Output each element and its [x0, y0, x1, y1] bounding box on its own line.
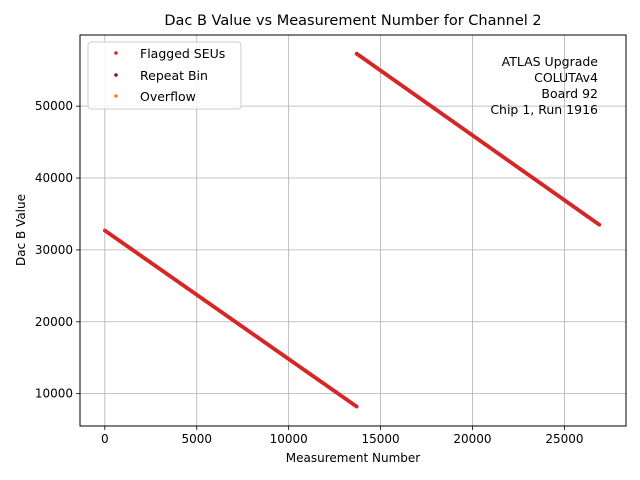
y-tick-label: 30000 — [35, 243, 73, 257]
x-tick-label: 20000 — [453, 432, 491, 446]
legend-label: Overflow — [140, 89, 196, 104]
y-tick-label: 20000 — [35, 315, 73, 329]
legend-marker — [114, 51, 118, 55]
annotation-line: ATLAS Upgrade — [502, 54, 599, 69]
legend-label: Repeat Bin — [140, 68, 208, 83]
legend-frame — [87, 41, 242, 110]
data-point — [597, 222, 602, 227]
legend-marker — [114, 94, 118, 98]
annotation-line: Chip 1, Run 1916 — [490, 102, 598, 117]
y-axis-label: Dac B Value — [14, 194, 28, 266]
y-tick-label: 40000 — [35, 171, 73, 185]
x-tick-label: 0 — [101, 432, 109, 446]
annotation-box: ATLAS Upgrade COLUTAv4 Board 92 Chip 1, … — [490, 54, 598, 117]
annotation-line: Board 92 — [541, 86, 598, 101]
x-tick-label: 10000 — [270, 432, 308, 446]
y-tick-label: 10000 — [35, 387, 73, 401]
x-tick-label: 25000 — [545, 432, 583, 446]
legend-label: Flagged SEUs — [140, 46, 225, 61]
x-tick-label: 5000 — [181, 432, 212, 446]
legend-marker — [114, 73, 118, 77]
data-marks — [102, 51, 602, 409]
x-tick-label: 15000 — [361, 432, 399, 446]
y-tick-label: 50000 — [35, 99, 73, 113]
data-point — [354, 404, 359, 409]
plot-frame — [79, 34, 627, 427]
legend: Flagged SEUs Repeat Bin Overflow — [87, 41, 242, 110]
annotation-line: COLUTAv4 — [534, 70, 598, 85]
x-axis-label: Measurement Number — [286, 451, 420, 465]
chart-title: Dac B Value vs Measurement Number for Ch… — [164, 13, 541, 29]
axis-ticks: 0 5000 10000 15000 20000 25000 10000 20000 30000… — [35, 99, 584, 446]
